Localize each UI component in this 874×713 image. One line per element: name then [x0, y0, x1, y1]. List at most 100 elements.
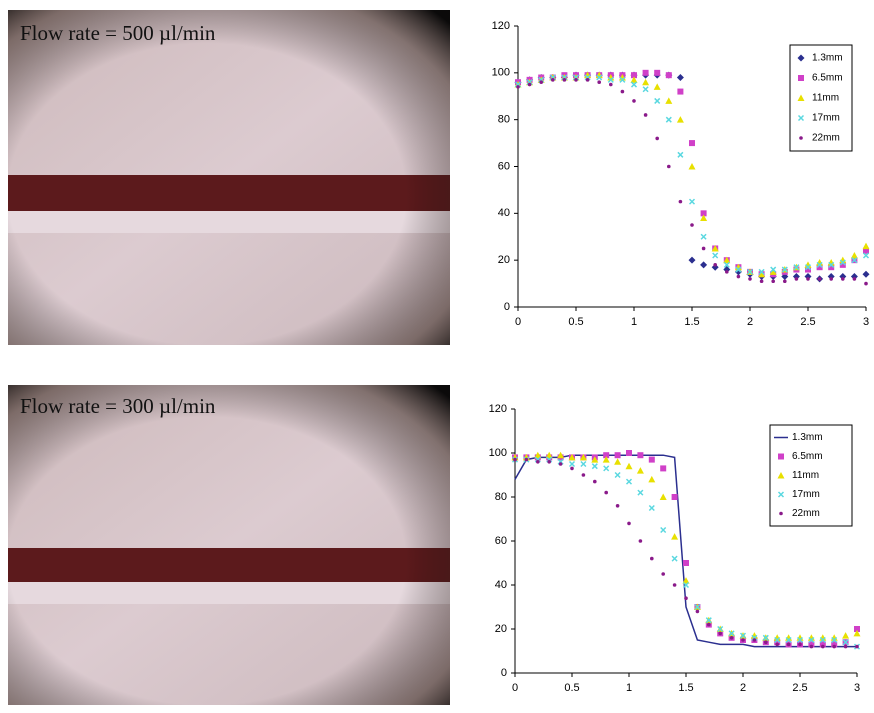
data-point [574, 78, 578, 82]
legend-label: 1.3mm [792, 432, 823, 443]
data-point [648, 456, 655, 463]
data-point [620, 89, 625, 94]
data-point [851, 257, 858, 264]
data-point [827, 273, 835, 281]
data-point [665, 72, 672, 79]
data-point [638, 539, 643, 543]
data-point [854, 626, 860, 632]
data-point [694, 603, 701, 611]
data-point [648, 504, 655, 512]
legend-label: 6.5mm [792, 451, 823, 462]
data-point [819, 641, 826, 648]
data-point [853, 629, 861, 637]
data-point [524, 457, 529, 462]
x-tick-label: 2 [747, 316, 753, 328]
y-tick-label: 100 [489, 447, 507, 459]
y-tick-label: 40 [498, 207, 510, 219]
data-point [630, 76, 638, 83]
data-point [828, 264, 835, 271]
data-point [729, 636, 734, 640]
data-point [831, 636, 838, 644]
data-point [821, 644, 825, 649]
data-point [808, 636, 815, 644]
data-point [711, 263, 719, 271]
data-point [637, 489, 644, 496]
data-point [725, 270, 729, 274]
data-point [545, 451, 553, 459]
data-point [630, 81, 638, 88]
data-point [683, 560, 689, 566]
data-point [817, 277, 822, 281]
data-point [855, 644, 859, 649]
data-point [665, 116, 672, 123]
data-point [627, 521, 631, 526]
data-point [619, 76, 626, 83]
data-point [839, 259, 846, 266]
data-point [831, 641, 838, 648]
data-point [642, 78, 650, 86]
data-point [700, 261, 708, 269]
data-point [591, 463, 598, 470]
data-point [676, 116, 684, 123]
data-point [661, 572, 665, 576]
data-point [794, 277, 799, 281]
data-point [672, 583, 677, 587]
y-tick-label: 120 [492, 20, 510, 32]
data-point [816, 264, 823, 271]
legend-marker [797, 54, 805, 62]
data-point [832, 644, 836, 649]
x-tick-label: 3 [854, 682, 860, 694]
data-point [568, 453, 576, 461]
data-point [842, 639, 849, 646]
data-point [746, 268, 754, 275]
data-point [828, 261, 835, 268]
data-point [792, 273, 800, 281]
data-point [758, 268, 765, 275]
data-point [643, 113, 648, 117]
y-tick-label: 120 [489, 403, 507, 415]
data-point [614, 471, 621, 479]
data-point [667, 164, 671, 169]
data-point [850, 273, 858, 281]
legend-marker [778, 453, 784, 460]
data-point [762, 634, 769, 641]
data-point [785, 636, 792, 644]
data-point [631, 72, 637, 79]
data-point [609, 82, 613, 87]
data-point [695, 609, 700, 614]
data-point [752, 638, 757, 642]
data-point [816, 261, 823, 268]
data-point [625, 478, 633, 485]
data-point [591, 456, 599, 463]
data-point [808, 641, 815, 648]
legend-label: 17mm [792, 489, 820, 500]
data-point [615, 504, 620, 508]
y-tick-label: 100 [492, 67, 510, 79]
data-point [671, 533, 679, 540]
data-point [684, 596, 688, 600]
data-point [637, 452, 644, 459]
data-point [723, 261, 730, 268]
data-point [660, 526, 667, 534]
data-point [655, 136, 659, 141]
data-point [819, 636, 826, 644]
data-point [603, 452, 610, 459]
data-point [771, 279, 775, 284]
legend-label: 1.3mm [812, 53, 843, 64]
data-point [728, 630, 735, 637]
data-point [581, 473, 586, 477]
data-point [723, 266, 731, 274]
data-point [748, 277, 752, 281]
data-point [774, 639, 781, 646]
data-point [796, 636, 804, 644]
data-point [850, 251, 858, 259]
data-point [654, 97, 661, 104]
flow-rate-label: Flow rate = 500 µl/min [20, 21, 216, 45]
data-point [534, 451, 542, 459]
y-tick-label: 20 [495, 623, 507, 635]
data-point [677, 151, 684, 158]
legend-label: 17mm [812, 113, 840, 124]
data-point [863, 247, 869, 254]
data-point [659, 493, 667, 500]
